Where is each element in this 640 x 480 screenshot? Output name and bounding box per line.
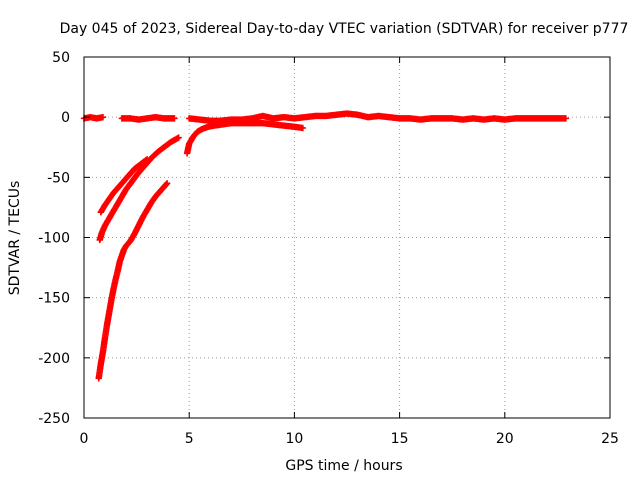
x-tick-label: 0: [80, 431, 89, 447]
data-point-marker: [171, 115, 178, 122]
series-steep-branch: [95, 180, 171, 382]
x-axis-title: GPS time / hours: [285, 458, 402, 474]
x-tick-label: 10: [285, 431, 303, 447]
y-tick-label: -50: [47, 170, 70, 186]
series-recovery-branch: [183, 119, 307, 157]
data-point-marker: [175, 134, 182, 141]
y-tick-label: 50: [52, 50, 70, 66]
y-tick-label: -150: [38, 291, 70, 307]
y-tick-label: -250: [38, 411, 70, 427]
x-tick-label: 25: [601, 431, 619, 447]
data-layer: [80, 110, 570, 382]
x-tick-label: 20: [496, 431, 514, 447]
series-decay-branch-2: [97, 156, 151, 216]
data-point-marker: [562, 115, 570, 122]
y-axis-title: SDTVAR / TECUs: [7, 181, 23, 296]
data-point-marker: [299, 124, 307, 132]
y-tick-label: 0: [61, 110, 70, 126]
y-tick-label: -200: [38, 351, 70, 367]
data-point-marker: [163, 180, 171, 187]
data-point-marker: [99, 113, 107, 121]
x-tick-label: 5: [185, 431, 194, 447]
y-tick-label: -100: [38, 231, 70, 247]
series-decay-branch-1: [96, 134, 182, 244]
data-point-marker: [142, 156, 150, 164]
series-near-zero: [80, 110, 570, 124]
tick-layer: 0 5 10 15 20 25 50 0 -50 -100 -150 -200 -250: [38, 50, 619, 447]
chart-title: Day 045 of 2023, Sidereal Day-to-day VTE…: [60, 21, 629, 37]
x-tick-label: 15: [391, 431, 409, 447]
data-point-marker: [143, 156, 151, 163]
